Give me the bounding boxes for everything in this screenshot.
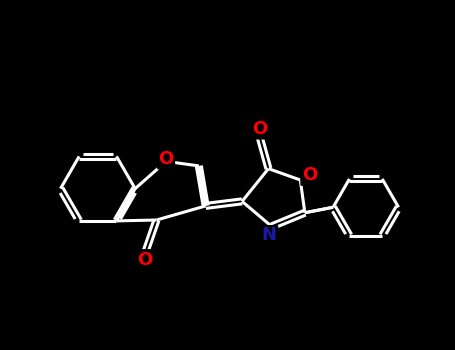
Text: O: O: [252, 120, 267, 138]
Text: O: O: [302, 167, 317, 184]
Text: N: N: [262, 226, 277, 244]
Text: O: O: [137, 251, 153, 268]
Text: O: O: [158, 150, 174, 168]
